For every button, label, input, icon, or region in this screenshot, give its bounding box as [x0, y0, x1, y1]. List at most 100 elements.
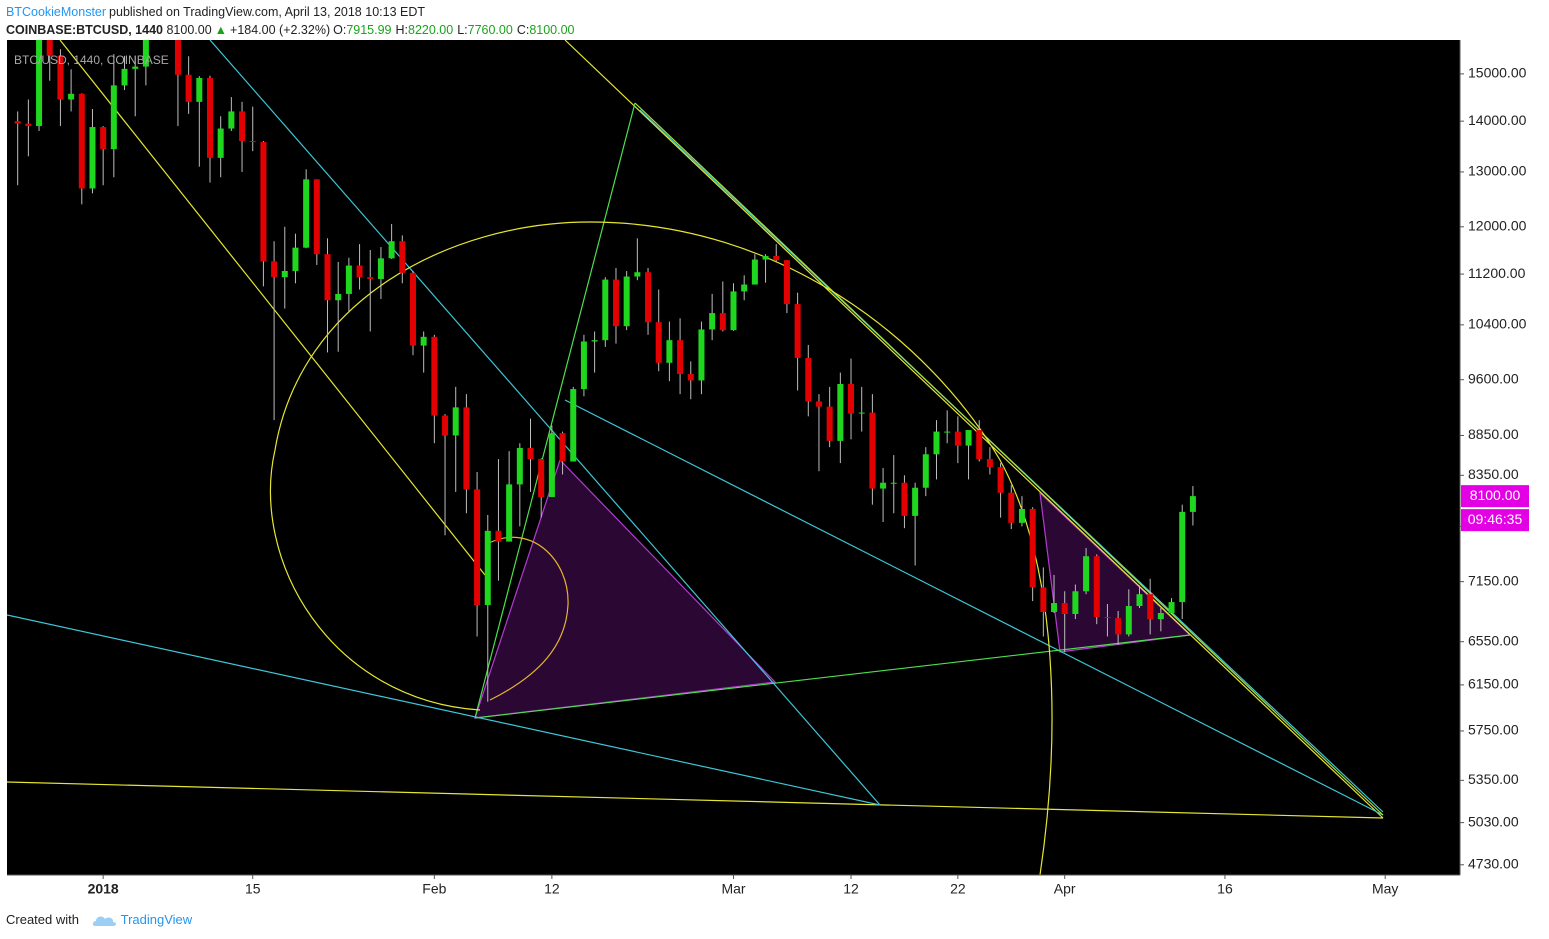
candle-body	[228, 111, 235, 129]
x-tick-label: Feb	[422, 881, 446, 897]
y-tick-label: 10400.00	[1468, 316, 1527, 332]
x-tick-label: Mar	[721, 881, 745, 897]
candle-body	[655, 322, 662, 363]
candle-body	[68, 93, 75, 100]
y-tick-label: 6150.00	[1468, 676, 1519, 692]
candle-body	[751, 259, 758, 285]
ohlc-value: 7760.00	[467, 23, 513, 37]
change: +184.00 (+2.32%)	[230, 23, 331, 37]
candle-body	[345, 265, 352, 294]
candle-body	[46, 40, 53, 56]
author[interactable]: BTCookieMonster	[6, 5, 107, 19]
y-tick-label: 5350.00	[1468, 771, 1519, 787]
candle-body	[719, 313, 726, 331]
candle-body	[794, 304, 801, 358]
trend-line	[634, 102, 1384, 816]
candle-body	[335, 293, 342, 301]
y-tick-label: 7150.00	[1468, 572, 1519, 588]
ohlc-label: C:	[516, 23, 530, 37]
candle-body	[452, 407, 459, 436]
x-tick-label: Apr	[1054, 881, 1076, 897]
candle-body	[495, 530, 502, 542]
y-tick-label: 9600.00	[1468, 370, 1519, 386]
candle-body	[1083, 556, 1090, 592]
candle-body	[506, 484, 513, 542]
candle-body	[538, 459, 545, 497]
candle-body	[185, 74, 192, 102]
y-tick-label: 13000.00	[1468, 163, 1527, 179]
candle-body	[1179, 511, 1186, 603]
candle-body	[826, 406, 833, 441]
arc	[270, 221, 1053, 875]
x-tick-label: 12	[843, 881, 859, 897]
symbol: COINBASE:BTCUSD, 1440	[6, 23, 163, 37]
y-tick-label: 5750.00	[1468, 722, 1519, 738]
header: BTCookieMonster published on TradingView.…	[6, 3, 582, 39]
candle-body	[356, 265, 363, 278]
candle-body	[25, 123, 32, 127]
chart-title: BTC/USD, 1440, COINBASE	[14, 53, 169, 67]
countdown: 09:46:35	[1468, 511, 1523, 527]
x-tick-label: 2018	[88, 881, 119, 897]
candle-body	[1115, 618, 1122, 635]
candle-body	[409, 272, 416, 346]
x-tick-label: 12	[544, 881, 560, 897]
candle-body	[580, 341, 587, 390]
candle-body	[730, 291, 737, 331]
candle-body	[997, 467, 1004, 493]
candle-body	[687, 374, 694, 381]
candle-body	[516, 447, 523, 485]
candle-body	[100, 127, 107, 150]
arrow: ▲	[214, 23, 228, 37]
candle-body	[110, 85, 117, 150]
candle-body	[698, 329, 705, 381]
candle-body	[36, 40, 43, 127]
trend-line	[7, 781, 1384, 819]
candle-body	[239, 111, 246, 142]
candle-body	[1157, 613, 1164, 620]
candle-body	[78, 93, 85, 189]
published: published on TradingView.com, April 13, …	[109, 5, 425, 19]
candle-body	[548, 433, 555, 497]
ohlc-label: H:	[395, 23, 409, 37]
y-tick-label: 14000.00	[1468, 112, 1527, 128]
candle-body	[196, 77, 203, 102]
trend-line	[564, 399, 1384, 816]
header-line-1: BTCookieMonster published on TradingView.…	[6, 3, 582, 21]
candle-body	[260, 142, 267, 262]
candle-body	[709, 313, 716, 330]
y-tick-label: 8850.00	[1468, 426, 1519, 442]
y-tick-label: 15000.00	[1468, 65, 1527, 81]
candle-body	[677, 340, 684, 375]
candle-body	[388, 241, 395, 259]
candle-body	[570, 389, 577, 462]
trend-line	[59, 40, 486, 576]
trend-line	[7, 614, 881, 806]
candle-body	[912, 487, 919, 516]
candle-body	[890, 482, 897, 484]
candle-body	[848, 384, 855, 414]
trend-line	[474, 634, 1191, 719]
y-tick-label: 11200.00	[1468, 265, 1526, 281]
y-tick-label: 4730.00	[1468, 855, 1519, 871]
x-tick-label: 16	[1217, 881, 1233, 897]
candle-body	[741, 284, 748, 292]
plot-background	[7, 40, 1460, 875]
candle-body	[174, 40, 181, 75]
y-tick-label: 6550.00	[1468, 632, 1519, 648]
candle-body	[420, 336, 427, 346]
x-tick-label: May	[1372, 881, 1398, 897]
brand[interactable]: TradingView	[120, 912, 193, 927]
candle-body	[57, 55, 64, 100]
candle-body	[976, 430, 983, 460]
candle-body	[1125, 606, 1132, 635]
candle-body	[773, 255, 780, 261]
candle-body	[612, 279, 619, 327]
candle-body	[132, 66, 139, 69]
candle-body	[14, 121, 21, 124]
candle-body	[142, 40, 149, 67]
candle-body	[944, 431, 951, 433]
last: 8100.00	[166, 23, 212, 37]
footer: Created with TradingView	[6, 912, 192, 927]
